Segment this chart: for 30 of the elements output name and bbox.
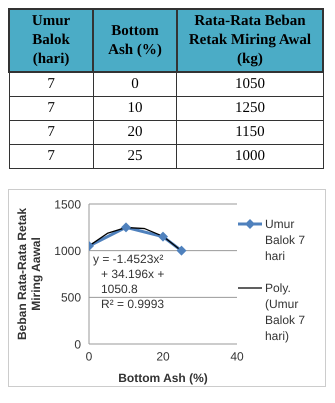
legend-label: Poly. (Umur Balok 7 hari)	[265, 280, 306, 344]
x-tick-label: 20	[156, 350, 170, 364]
text: 10	[93, 96, 177, 120]
text: 7	[9, 144, 94, 168]
x-tick-label: 0	[86, 350, 93, 364]
equation-label: y = -1.4523x² + 34.196x + 1050.8 R² = 0.9993	[93, 252, 164, 312]
text: 1050	[176, 72, 323, 96]
point	[176, 246, 186, 256]
text: 1000	[176, 144, 323, 168]
text: 1250	[176, 96, 323, 120]
y-tick-label: 500	[60, 290, 82, 305]
text: 7	[9, 72, 94, 96]
point	[158, 232, 168, 242]
y-tick-label: 1500	[54, 197, 82, 212]
text: 1150	[176, 120, 323, 144]
point	[121, 222, 131, 232]
text: Umur Balok (hari)	[9, 9, 94, 72]
text: Bottom Ash (%)	[93, 9, 177, 72]
x-tick-label: 40	[230, 350, 244, 364]
text: 7	[9, 120, 94, 144]
text: 25	[93, 144, 177, 168]
text: 20	[93, 120, 177, 144]
y-tick-label: 1000	[54, 244, 82, 258]
x-axis-title: Bottom Ash (%)	[118, 371, 208, 385]
legend-label: Umur Balok 7 hari	[265, 216, 306, 264]
text: 0	[93, 72, 177, 96]
y-axis-title: Beban Rata-Rata Retak Miring Aawal	[15, 208, 43, 340]
text: Rata-Rata Beban Retak Miring Awal (kg)	[176, 9, 323, 72]
text: 7	[9, 96, 94, 120]
y-tick-label: 0	[74, 337, 82, 352]
